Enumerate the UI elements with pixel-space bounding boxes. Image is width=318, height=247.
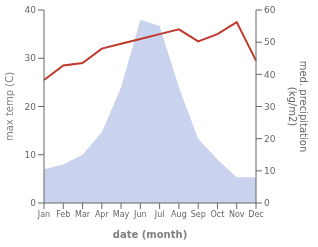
svg-text:20: 20 xyxy=(264,134,276,144)
svg-text:0: 0 xyxy=(30,198,36,208)
svg-text:30: 30 xyxy=(264,102,276,112)
svg-text:Feb: Feb xyxy=(56,210,70,219)
svg-text:20: 20 xyxy=(25,102,37,112)
svg-text:Jul: Jul xyxy=(154,210,165,219)
svg-text:max temp (C): max temp (C) xyxy=(8,72,15,141)
svg-text:60: 60 xyxy=(264,5,276,15)
svg-text:med. precipitation(kg/m2): med. precipitation(kg/m2) xyxy=(287,61,310,153)
svg-text:Dec: Dec xyxy=(248,210,263,219)
svg-text:10: 10 xyxy=(25,150,37,160)
svg-text:Nov: Nov xyxy=(229,210,245,219)
svg-text:date (month): date (month) xyxy=(113,229,187,240)
svg-text:Sep: Sep xyxy=(191,210,206,219)
svg-text:Mar: Mar xyxy=(75,210,91,219)
svg-text:Apr: Apr xyxy=(95,210,110,219)
svg-text:Oct: Oct xyxy=(211,210,225,219)
svg-text:40: 40 xyxy=(264,70,276,80)
svg-text:30: 30 xyxy=(25,53,37,63)
svg-text:10: 10 xyxy=(264,166,276,176)
svg-text:40: 40 xyxy=(25,5,37,15)
svg-text:Jan: Jan xyxy=(37,210,50,219)
svg-text:Jun: Jun xyxy=(133,210,147,219)
svg-text:50: 50 xyxy=(264,37,276,47)
svg-text:May: May xyxy=(113,210,130,219)
svg-text:Aug: Aug xyxy=(171,210,187,219)
svg-text:0: 0 xyxy=(264,198,270,208)
